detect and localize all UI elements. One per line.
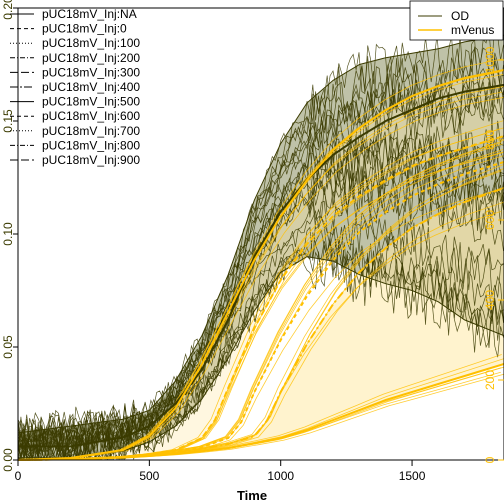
legend-injection: pUC18mV_Inj:NApUC18mV_Inj:0pUC18mV_Inj:1… xyxy=(10,7,140,167)
y2-tick-label: 600 xyxy=(483,210,497,230)
y2-tick-label: 200 xyxy=(483,370,497,390)
y-axis-left: 0.00 0.05 0.10 0.15 0.20 xyxy=(1,0,18,472)
y-tick-label: 0.15 xyxy=(1,109,15,133)
x-tick-label: 500 xyxy=(139,469,159,483)
y-tick-label: 0.05 xyxy=(1,335,15,359)
legend-injection-label: pUC18mV_Inj:300 xyxy=(42,65,140,79)
legend-injection-label: pUC18mV_Inj:NA xyxy=(42,7,137,21)
y-tick-label: 0.00 xyxy=(1,448,15,472)
y-tick-label: 0.20 xyxy=(1,0,15,20)
legend-injection-label: pUC18mV_Inj:900 xyxy=(42,153,140,167)
legend-injection-label: pUC18mV_Inj:400 xyxy=(42,80,140,94)
y2-tick-label: 400 xyxy=(483,290,497,310)
x-tick-label: 1000 xyxy=(267,469,294,483)
x-axis: 0 500 1000 1500 xyxy=(15,460,426,483)
y-tick-label: 0.10 xyxy=(1,222,15,246)
legend-mvenus-label: mVenus xyxy=(451,23,494,37)
legend-injection-label: pUC18mV_Inj:800 xyxy=(42,138,140,152)
legend-injection-label: pUC18mV_Inj:0 xyxy=(42,22,127,36)
legend-injection-label: pUC18mV_Inj:500 xyxy=(42,95,140,109)
x-tick-label: 0 xyxy=(15,469,22,483)
x-axis-label: Time xyxy=(237,488,267,503)
x-tick-label: 1500 xyxy=(399,469,426,483)
legend-od-label: OD xyxy=(451,9,469,23)
legend-measure: OD mVenus xyxy=(410,1,503,40)
legend-injection-label: pUC18mV_Inj:600 xyxy=(42,109,140,123)
legend-injection-label: pUC18mV_Inj:700 xyxy=(42,124,140,138)
legend-injection-label: pUC18mV_Inj:100 xyxy=(42,36,140,50)
y2-tick-label: 0 xyxy=(483,456,497,463)
y2-tick-label: 1000 xyxy=(483,46,497,73)
y2-tick-label: 800 xyxy=(483,130,497,150)
legend-injection-label: pUC18mV_Inj:200 xyxy=(42,51,140,65)
